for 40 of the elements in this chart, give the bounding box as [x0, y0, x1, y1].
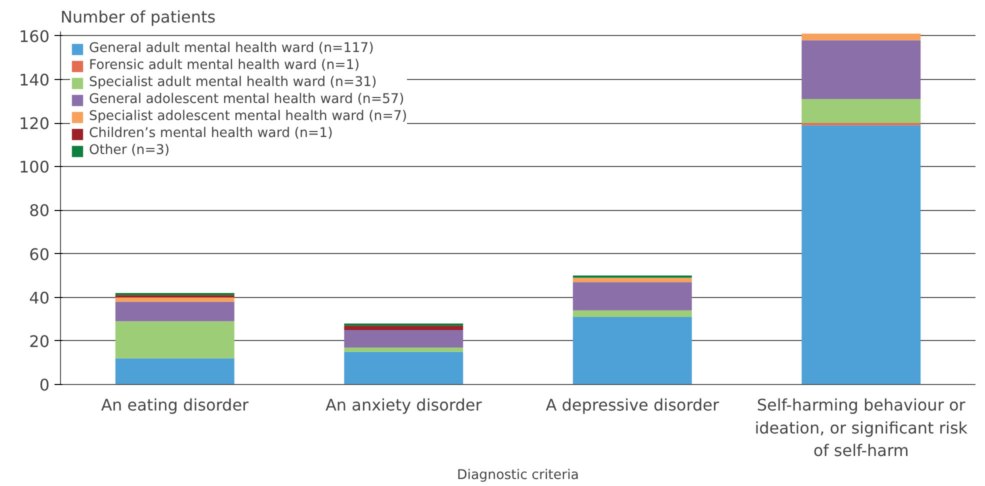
legend-label: Specialist adolescent mental health ward (n=7): [89, 109, 408, 124]
legend-label: Forensic adult mental health ward (n=1): [89, 58, 360, 73]
bar: [802, 40, 921, 100]
bar: [572, 310, 692, 317]
x-tick-label: An eating disorder: [101, 396, 250, 414]
y-tick-label: 100: [18, 158, 50, 177]
bar: [115, 297, 234, 302]
bar: [572, 278, 692, 282]
y-tick-label: 0: [39, 376, 50, 394]
bar: [115, 321, 234, 358]
legend-label: Specialist adult mental health ward (n=31): [89, 75, 377, 90]
bar: [115, 302, 234, 322]
bar: [115, 358, 234, 384]
y-tick-label: 80: [29, 201, 50, 220]
y-tick-label: 20: [29, 332, 50, 351]
bar: [572, 316, 692, 384]
bar: [115, 292, 234, 296]
bar: [802, 125, 921, 384]
x-tick-label: An anxiety disorder: [325, 396, 482, 414]
y-tick-label: 60: [29, 244, 50, 264]
bar: [802, 99, 921, 124]
x-tick-label: A depressive disorder: [546, 396, 720, 414]
bar: [344, 347, 464, 352]
bar: [344, 323, 464, 326]
y-axis-title: Number of patients: [60, 8, 216, 26]
x-tick-label: Self-harming behaviour or ideation, or significant risk of self-harm: [754, 396, 968, 460]
y-tick-label: 120: [18, 114, 50, 134]
y-tick-label: 160: [18, 26, 50, 46]
y-tick-label: 40: [29, 288, 50, 308]
y-tick-label: 140: [18, 70, 50, 90]
x-axis-title: Diagnostic criteria: [457, 468, 579, 484]
legend-label: Other (n=3): [89, 143, 170, 158]
legend-label: Children’s mental health ward (n=1): [89, 126, 333, 141]
legend-label: General adult mental health ward (n=117): [89, 41, 374, 56]
bar: [344, 326, 464, 330]
bar: [572, 282, 692, 310]
bar: [344, 352, 464, 384]
legend-label: General adolescent mental health ward (n=57): [89, 92, 404, 107]
bar: [802, 34, 921, 40]
bar: [344, 330, 464, 348]
